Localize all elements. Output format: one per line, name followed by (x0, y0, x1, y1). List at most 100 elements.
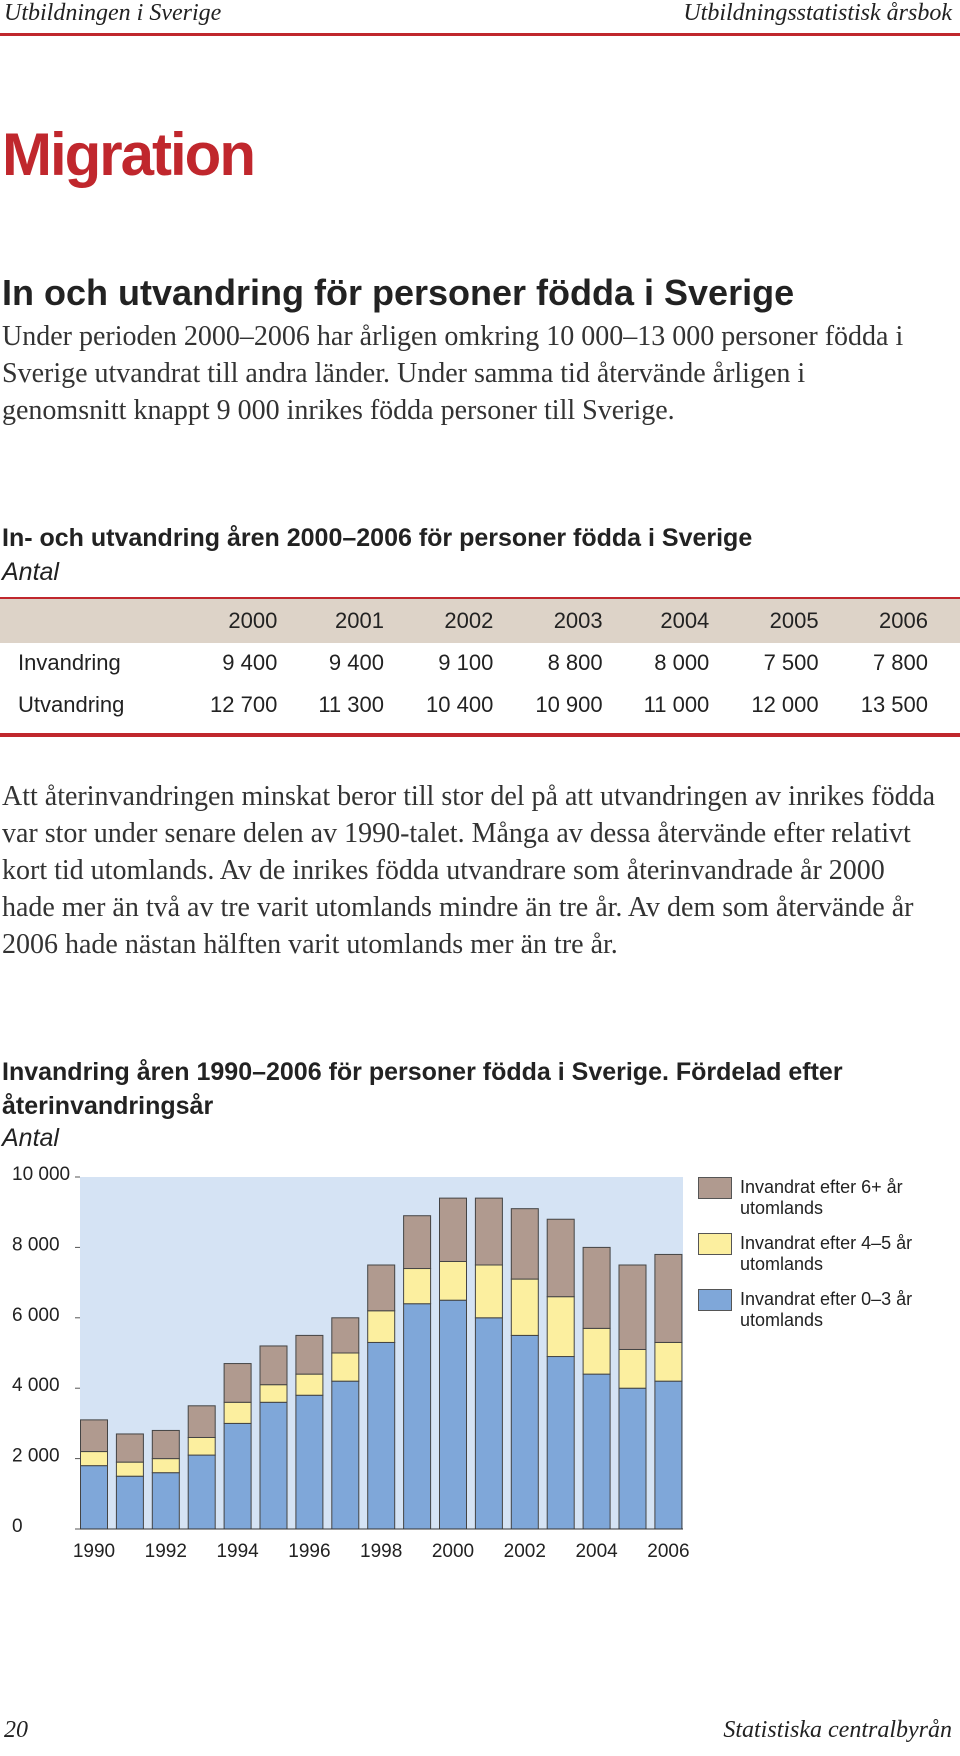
legend-label: Invandrat efter 0–3 år utomlands (740, 1289, 913, 1330)
bar-segment (439, 1260, 467, 1301)
table-cell: Invandring (18, 650, 121, 675)
bar-segment (367, 1341, 396, 1530)
header-right: Utbildningsstatistisk årsbok (683, 0, 952, 26)
bar-segment (510, 1334, 539, 1530)
footer-left: 20 (4, 1717, 28, 1743)
bar-segment (654, 1341, 683, 1382)
bar-segment (115, 1433, 144, 1463)
bar-segment (618, 1348, 647, 1389)
column-header: 2001 (335, 608, 384, 633)
bar-segment (582, 1246, 611, 1329)
table-cell: 11 000 (643, 692, 710, 717)
bar-segment (80, 1465, 108, 1530)
column-header: 2006 (879, 608, 928, 633)
y-tick-label: 6 000 (12, 1305, 60, 1326)
x-tick-label: 1992 (145, 1541, 187, 1562)
legend-item: Invandrat efter 0–3 år utomlands (698, 1289, 948, 1331)
column-header: 2003 (553, 608, 603, 633)
bar-segment (331, 1380, 360, 1530)
bar-segment (295, 1334, 324, 1375)
chart-unit: Antal (2, 1124, 59, 1152)
table-row: Utvandring 12 700 11 300 10 400 10 900 11 000… (0, 684, 928, 726)
bar-segment (582, 1373, 611, 1530)
table-unit: Antal (2, 558, 59, 586)
bar-segment (295, 1373, 324, 1396)
chart: 0 2 000 4 000 6 000 8 000 10 000 1990 1992 1994 1… (12, 1164, 690, 1562)
bar-segment (259, 1401, 288, 1530)
bar-segment (187, 1405, 216, 1438)
table-title: In- och utvandring åren 2000–2006 för pe… (2, 524, 753, 552)
legend-item: Invandrat efter 6+ år utomlands (698, 1177, 948, 1219)
column-header: 2000 (228, 608, 278, 633)
bar-segment (367, 1264, 396, 1312)
table-cell: 7 800 (872, 650, 928, 675)
legend-swatch (698, 1177, 732, 1199)
table-cell: 8 000 (654, 650, 710, 675)
table-cell: 9 400 (328, 650, 384, 675)
bar-segment (546, 1356, 575, 1530)
header-left: Utbildningen i Sverige (4, 0, 222, 26)
bar-segment (618, 1387, 647, 1530)
y-tick-label: 8 000 (12, 1234, 60, 1255)
bar-segment (546, 1296, 575, 1358)
bar-segment (654, 1253, 683, 1343)
table-top-rule (0, 597, 960, 599)
paragraph: Att återinvandringen minskat beror till … (2, 781, 936, 960)
footer-right: Statistiska centralbyrån (723, 1717, 952, 1743)
table-cell (0, 600, 168, 642)
paragraph: Under perioden 2000–2006 har årligen omk… (2, 321, 904, 426)
header-rule (0, 33, 960, 36)
bar-segment (403, 1303, 432, 1530)
bar-segment (223, 1401, 252, 1424)
y-tick-label: 2 000 (12, 1446, 60, 1467)
bar-segment (367, 1310, 396, 1343)
bar-segment (187, 1454, 216, 1530)
table-cell: 10 900 (535, 692, 603, 717)
x-tick-label: 1996 (288, 1541, 330, 1562)
legend-item: Invandrat efter 4–5 år utomlands (698, 1233, 948, 1275)
bar-segment (151, 1472, 180, 1530)
page-title: Migration (2, 121, 256, 188)
bar-segment (223, 1422, 252, 1530)
bar-segment (474, 1197, 503, 1266)
table-bottom-rule (0, 733, 960, 737)
chart-title: Invandring åren 1990–2006 för personer f… (2, 1058, 843, 1120)
bar-segment (115, 1475, 144, 1530)
bar-segment (151, 1429, 180, 1460)
x-tick-label: 2002 (504, 1541, 546, 1562)
bar-segment (654, 1380, 683, 1530)
y-tick-label: 10 000 (12, 1164, 70, 1185)
bar-segment (439, 1299, 467, 1530)
table-cell: 8 800 (547, 650, 603, 675)
bar-segment (223, 1363, 252, 1403)
bar-segment (259, 1384, 288, 1403)
bar-segment (331, 1317, 360, 1354)
table-row: Invandring 9 400 9 400 9 100 8 800 8 000 7 500… (0, 642, 928, 684)
data-table: 2000 2001 2002 2003 2004 2005 2006 Invandring 9 … (0, 600, 928, 726)
legend-label: Invandrat efter 4–5 år utomlands (740, 1233, 913, 1274)
y-tick-label: 0 (12, 1516, 23, 1537)
table-cell: 13 500 (860, 692, 928, 717)
bar-segment (546, 1218, 575, 1298)
table-header-band (0, 599, 960, 643)
bar-segment (618, 1264, 647, 1350)
bar-segment (151, 1458, 180, 1474)
section-heading: In och utvandring för personer födda i S… (2, 272, 795, 313)
bar-segment (331, 1352, 360, 1382)
bar-segment (403, 1268, 432, 1305)
bar-segment (510, 1278, 539, 1336)
x-tick-label: 2004 (575, 1541, 618, 1562)
x-tick-label: 2006 (647, 1541, 689, 1562)
table-cell: 7 500 (763, 650, 819, 675)
y-tick-label: 4 000 (12, 1375, 60, 1396)
column-header: 2002 (444, 608, 494, 633)
bar-segment (187, 1436, 216, 1456)
bar-segment (474, 1264, 503, 1319)
legend-swatch (698, 1233, 732, 1255)
bar-segment (115, 1461, 144, 1477)
x-tick-label: 1990 (73, 1541, 115, 1562)
table-cell: 12 000 (751, 692, 819, 717)
column-header: 2004 (660, 608, 710, 633)
table-header-row: 2000 2001 2002 2003 2004 2005 2006 (0, 600, 928, 642)
